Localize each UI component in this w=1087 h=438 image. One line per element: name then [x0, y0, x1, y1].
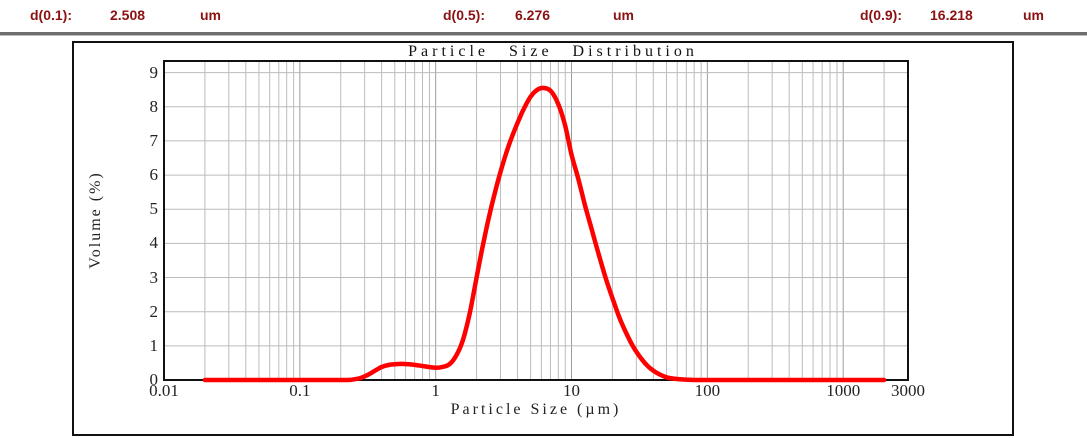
y-tick-label: 6 — [149, 165, 159, 185]
d50-label: d(0.5): — [443, 7, 485, 23]
x-tick-label: 3000 — [891, 381, 925, 400]
d90-unit: um — [1023, 7, 1044, 23]
y-tick-label: 8 — [149, 96, 159, 116]
d10-label: d(0.1): — [30, 7, 72, 23]
y-tick-label: 5 — [149, 199, 159, 219]
y-tick-label: 1 — [149, 335, 159, 355]
x-tick-label: 1000 — [826, 381, 861, 400]
y-tick-label: 3 — [149, 267, 159, 287]
y-tick-label: 9 — [149, 62, 159, 82]
y-tick-label: 0 — [149, 370, 159, 389]
x-axis-title: Particle Size (µm) — [450, 401, 622, 418]
y-tick-label: 2 — [149, 301, 159, 321]
d90-label: d(0.9): — [860, 7, 902, 23]
x-tick-label: 1 — [431, 381, 440, 400]
x-tick-label: 0.1 — [289, 381, 311, 400]
y-axis-title: Volume (%) — [87, 171, 104, 269]
d10-value: 2.508 — [110, 7, 146, 23]
x-tick-label: 10 — [563, 381, 580, 400]
d50-value: 6.276 — [515, 7, 551, 23]
d10-unit: um — [200, 7, 221, 23]
d90-value: 16.218 — [930, 7, 973, 23]
header-divider — [0, 32, 1087, 36]
chart-frame — [72, 41, 1014, 436]
chart-title: Particle Size Distribution — [408, 43, 698, 60]
x-tick-label: 0.01 — [149, 381, 179, 400]
x-tick-label: 100 — [694, 381, 721, 400]
y-tick-label: 4 — [149, 233, 159, 253]
y-tick-label: 7 — [149, 130, 159, 150]
d50-unit: um — [613, 7, 634, 23]
